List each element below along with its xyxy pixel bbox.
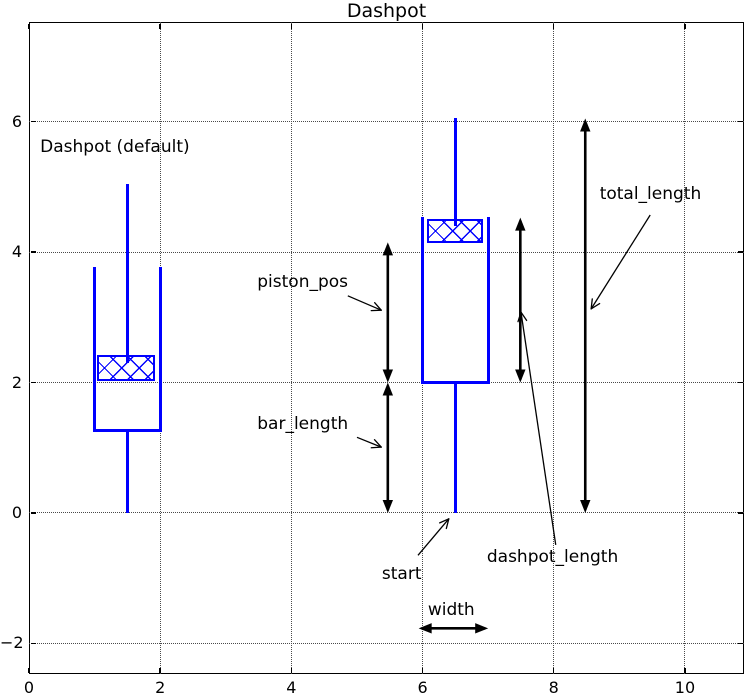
annotation-label-width: width [427,600,475,621]
gridline-vertical [684,22,686,674]
dashpot-rod-bottom [125,430,129,513]
measure-arrow-bar_length [382,382,394,513]
tick-mark [553,23,555,29]
gridline-vertical [290,22,292,674]
tick-mark [28,23,30,29]
tick-mark [30,512,36,514]
dashpot-rod-bottom [453,382,457,513]
dashpot-piston [427,218,483,243]
annotation-label-start: start [381,563,422,584]
tick-mark [30,251,36,253]
gridline-vertical [553,22,555,674]
dashpot-rod-top [125,184,129,363]
x-tick-label: 8 [548,678,559,697]
tick-mark [159,667,161,673]
dashpot-container-bottom [93,428,162,432]
dashpot-piston [97,355,155,382]
y-tick-label: 4 [11,242,22,262]
y-tick-label: 0 [11,502,22,522]
tick-mark [684,667,686,673]
gridline-horizontal [29,512,744,514]
y-tick-label: 6 [11,111,22,131]
measure-arrow-piston_pos [382,242,394,383]
tick-mark [737,642,743,645]
tick-mark [30,121,36,123]
tick-mark [290,667,293,673]
tick-mark [421,667,424,673]
pointer-arrow-bar_length [356,436,382,449]
pointer-arrow-piston_pos [347,295,382,312]
annotation-label-dashpot_length: dashpot_length [486,546,619,567]
tick-mark [737,251,743,253]
gridline-horizontal [29,121,744,123]
tick-mark [684,23,686,29]
annotation-label-piston_pos: piston_pos [257,272,349,293]
tick-mark [290,23,293,29]
tick-mark [553,667,555,673]
y-tick-label: −2 [0,633,24,653]
x-tick-label: 10 [674,678,696,697]
x-tick-label: 6 [417,678,428,697]
pointer-arrow-dashpot_length [517,311,557,546]
x-tick-label: 0 [23,678,35,697]
x-tick-label: 2 [155,678,166,697]
pointer-arrow-start [417,518,450,556]
pointer-arrow-total_length [590,214,651,310]
dashpot-container-bottom [421,381,490,385]
measure-arrow-dashpot_length [515,217,526,383]
dashpot-rod-top [453,118,457,227]
dashpot-container-wall-right [158,267,162,432]
tick-mark [737,381,743,384]
tick-mark [30,642,36,645]
tick-mark [737,121,743,123]
measure-arrow-total_length [580,118,591,513]
tick-mark [30,381,36,384]
x-tick-label: 4 [286,678,297,697]
annotation-label-total_length: total_length [599,183,702,204]
tick-mark [421,23,424,29]
dashpot-container-wall-right [486,216,490,385]
gridline-horizontal [29,382,744,384]
plot-area [29,22,744,674]
y-tick-label: 2 [11,372,22,392]
gridline-horizontal [29,642,744,644]
tick-mark [159,23,161,29]
tick-mark [737,512,743,514]
dashpot-container-wall-left [421,216,425,385]
dashpot-container-wall-left [93,267,97,432]
tick-mark [28,667,30,673]
annotation-label-dashpot-default: Dashpot (default) [40,137,190,158]
plot-title: Dashpot [346,0,427,22]
measure-arrow-width [418,623,489,634]
annotation-label-bar_length: bar_length [257,414,349,435]
